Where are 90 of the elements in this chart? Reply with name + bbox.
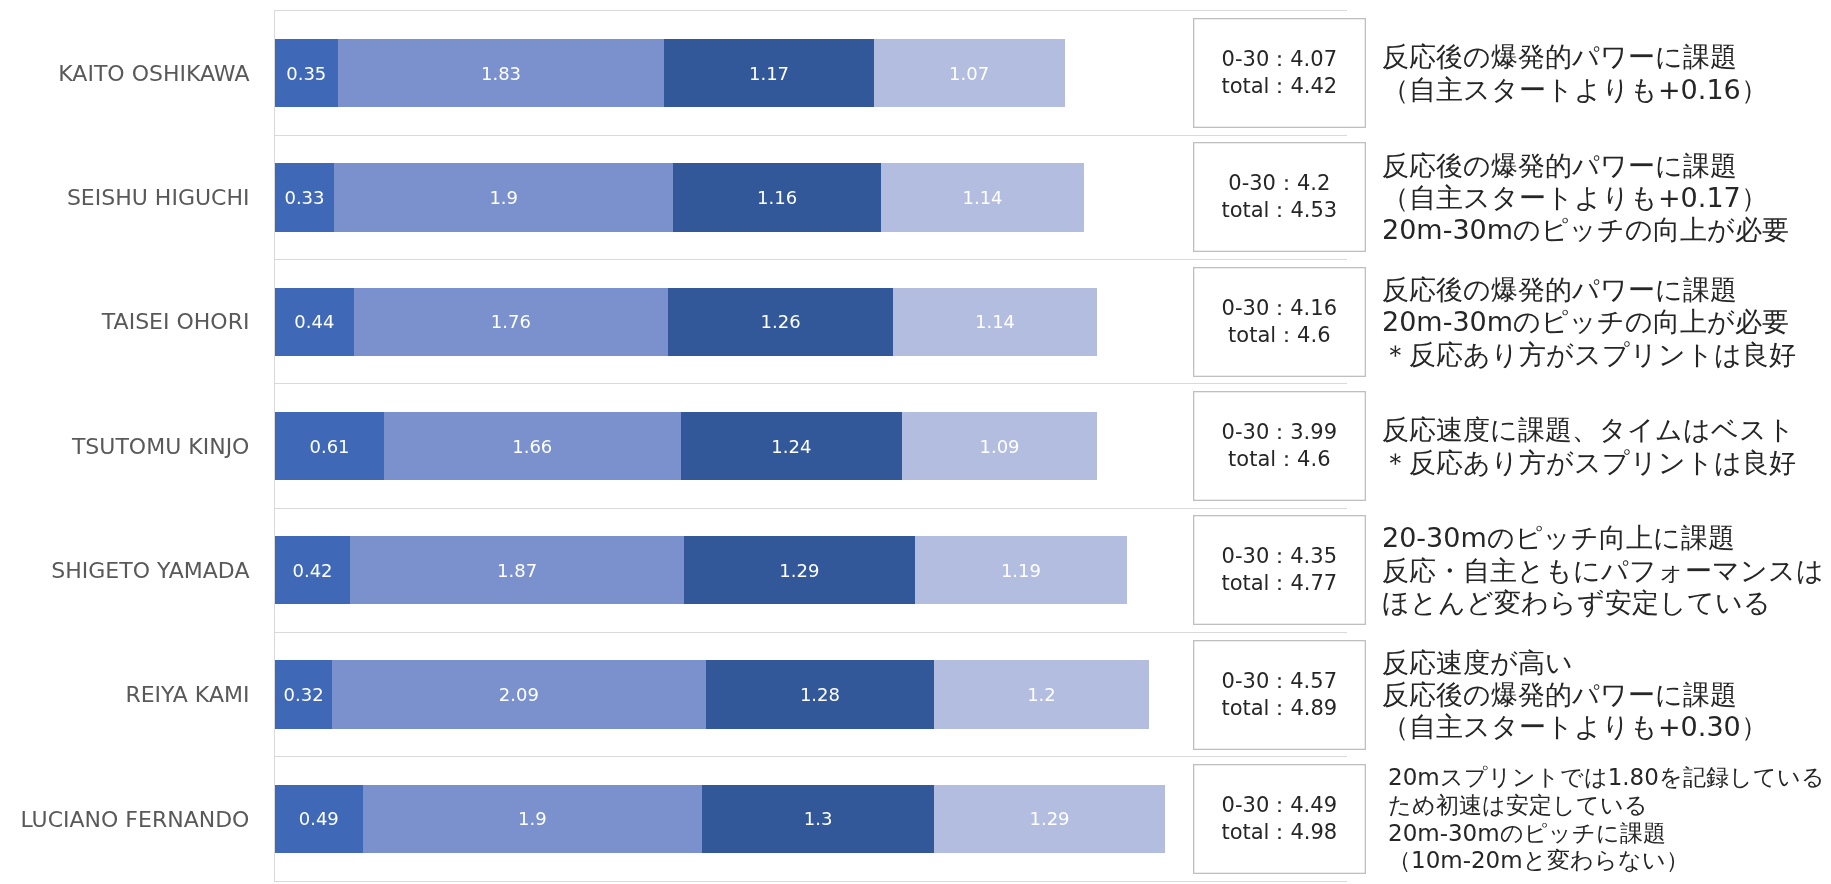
bar (873, 38, 1065, 108)
bar (664, 38, 874, 108)
bar (668, 287, 894, 356)
bar (350, 536, 685, 605)
data-label: 2.09 (498, 684, 539, 706)
data-label: 1.28 (799, 684, 840, 706)
bar (275, 411, 384, 481)
text: 反応速度に課題、タイムはベスト (1382, 414, 1795, 445)
bar (684, 536, 915, 605)
bar (680, 411, 903, 481)
y-tick-label: SHIGETO YAMADA (51, 557, 250, 583)
data-label: 1.07 (949, 62, 990, 84)
text: ほとんど変わらず安定している (1382, 587, 1771, 618)
bar (275, 163, 334, 232)
text: ＊反応あり方がスプリントは良好 (1382, 447, 1796, 478)
annotation: 0-30：4.35 total：4.77 (1221, 544, 1338, 596)
bar (880, 163, 1085, 232)
data-label: 0.44 (294, 311, 335, 333)
text: （自主スタートよりも+0.17） (1382, 182, 1768, 213)
bar (362, 784, 703, 854)
data-label: 1.19 (1000, 559, 1041, 581)
text: 20mスプリントでは1.80を記録している (1388, 764, 1825, 790)
data-label: 1.24 (771, 435, 812, 457)
data-label: 1.29 (1029, 808, 1070, 830)
text: 20m-30mのピッチの向上が必要 (1382, 306, 1790, 337)
bar (353, 287, 669, 356)
bar (275, 38, 338, 108)
text: 20m-30mのピッチの向上が必要 (1382, 214, 1790, 245)
data-label: 1.9 (489, 186, 519, 208)
bar (275, 784, 363, 854)
bar (893, 287, 1097, 356)
text: ＊反応あり方がスプリントは良好 (1382, 339, 1796, 370)
data-label: 1.14 (974, 311, 1016, 333)
data-label: 1.66 (512, 435, 553, 457)
bar (673, 163, 881, 232)
annotation: 0-30：4.07 total：4.42 (1221, 47, 1338, 99)
data-label: 1.76 (490, 311, 531, 333)
data-label: 0.32 (283, 684, 324, 706)
data-label: 0.35 (286, 62, 327, 84)
annotation: 0-30：3.99 total：4.6 (1221, 420, 1338, 472)
bar (383, 411, 681, 481)
y-tick-label: KAITO OSHIKAWA (58, 60, 250, 86)
data-label: 0.42 (292, 559, 333, 581)
data-label: 1.16 (757, 186, 798, 208)
y-tick-label: SEISHU HIGUCHI (66, 185, 250, 211)
text: 反応後の爆発的パワーに課題 (1382, 41, 1737, 72)
text: 20m-30mのピッチに課題 (1388, 820, 1666, 846)
annotation: 0-30：4.2 total：4.53 (1221, 171, 1338, 223)
annotation: 0-30：4.49 total：4.98 (1221, 793, 1338, 845)
text: 反応速度が高い (1382, 647, 1573, 678)
text: 20-30mのピッチ向上に課題 (1382, 522, 1735, 553)
data-label: 1.3 (803, 808, 833, 830)
data-label: 1.2 (1027, 684, 1056, 706)
data-label: 1.29 (779, 559, 820, 581)
text: （自主スタートよりも+0.30） (1382, 711, 1768, 742)
text: 反応後の爆発的パワーに課題 (1382, 274, 1737, 305)
bar (705, 660, 935, 729)
bar (914, 536, 1128, 605)
text: （10m-20mと変わらない） (1388, 847, 1689, 873)
data-label: 0.33 (284, 186, 325, 208)
data-label: 1.26 (760, 311, 801, 333)
bar (333, 163, 674, 232)
text: 反応・自主ともにパフォーマンスは (1382, 555, 1824, 586)
data-label: 0.49 (298, 808, 339, 830)
text: ため初速は安定している (1388, 792, 1648, 818)
bar (902, 411, 1097, 481)
bar (702, 784, 935, 854)
data-label: 1.83 (480, 62, 522, 84)
y-tick-label: TSUTOMU KINJO (70, 433, 250, 459)
annotation: 0-30：4.57 total：4.89 (1221, 669, 1338, 721)
bar (934, 660, 1149, 729)
data-label: 0.61 (309, 435, 350, 457)
bar (275, 660, 333, 729)
y-tick-label: LUCIANO FERNANDO (20, 806, 250, 832)
bar (337, 38, 665, 108)
bar (275, 536, 351, 605)
data-label: 1.87 (497, 559, 538, 581)
text: 反応後の爆発的パワーに課題 (1382, 150, 1737, 181)
bar (332, 660, 706, 729)
annotation: 0-30：4.16 total：4.6 (1221, 296, 1338, 348)
text: 反応後の爆発的パワーに課題 (1382, 679, 1737, 710)
data-label: 1.17 (748, 62, 790, 84)
bar (934, 784, 1165, 854)
bar (275, 287, 354, 356)
data-label: 1.14 (962, 186, 1003, 208)
text: （自主スタートよりも+0.16） (1382, 74, 1768, 105)
data-label: 1.9 (517, 808, 547, 830)
data-label: 1.09 (979, 435, 1020, 457)
y-tick-label: REIYA KAMI (125, 682, 250, 708)
y-tick-label: TAISEI OHORI (100, 309, 250, 335)
